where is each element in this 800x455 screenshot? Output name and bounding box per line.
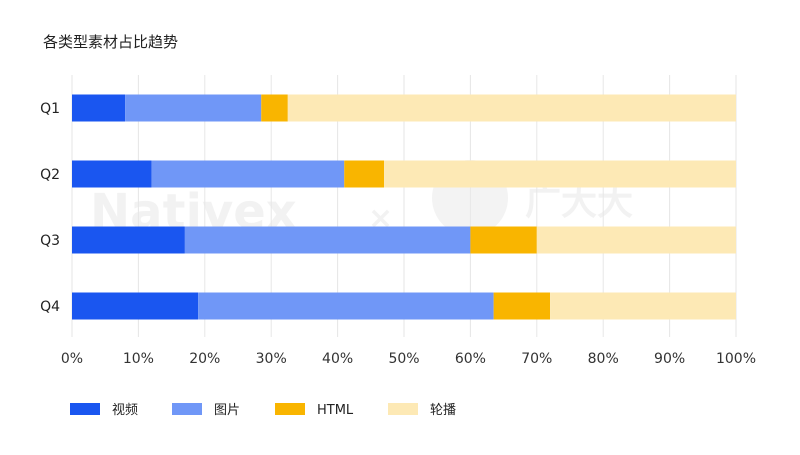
x-tick-labels: 0% 10% 20% 30% 40% 50% 60% 70% 80% 90% 100%: [61, 351, 756, 367]
category-label: Q3: [40, 233, 60, 249]
legend-item: HTML: [275, 403, 354, 418]
x-tick-label: 50%: [388, 351, 419, 367]
x-tick-label: 40%: [322, 351, 353, 367]
legend-item: 视频: [70, 403, 138, 418]
bar-segment: [287, 94, 736, 122]
legend: 视频 图片 HTML 轮播: [70, 403, 456, 418]
bar-segment: [261, 94, 288, 122]
legend-swatch: [275, 403, 305, 415]
legend-swatch: [388, 403, 418, 415]
bar-segment: [344, 160, 385, 188]
bar-segment: [72, 160, 152, 188]
legend-swatch: [70, 403, 100, 415]
bar-segment: [151, 160, 345, 188]
svg-text:广大大: 广大大: [525, 182, 633, 223]
legend-swatch: [172, 403, 202, 415]
x-tick-label: 30%: [256, 351, 287, 367]
legend-label: 轮播: [430, 403, 456, 418]
legend-label: HTML: [317, 403, 354, 418]
bar-segment: [384, 160, 736, 188]
x-tick-label: 90%: [654, 351, 685, 367]
x-tick-label: 80%: [588, 351, 619, 367]
category-label: Q1: [40, 101, 60, 117]
bar-segment: [198, 292, 494, 320]
category-label: Q2: [40, 167, 60, 183]
x-tick-label: 100%: [716, 351, 756, 367]
legend-item: 图片: [172, 403, 240, 418]
bar-segment: [470, 226, 537, 254]
x-tick-label: 20%: [189, 351, 220, 367]
bar-segment: [125, 94, 262, 122]
bar-segment: [550, 292, 736, 320]
legend-label: 图片: [214, 403, 240, 418]
x-tick-label: 70%: [521, 351, 552, 367]
bar-segment: [72, 292, 199, 320]
bar-segment: [493, 292, 551, 320]
bars-group: [72, 94, 736, 320]
x-tick-label: 0%: [61, 351, 83, 367]
bar-segment: [184, 226, 471, 254]
category-labels: Q1 Q2 Q3 Q4: [40, 101, 60, 315]
category-label: Q4: [40, 299, 60, 315]
bar-segment: [536, 226, 736, 254]
legend-label: 视频: [112, 403, 138, 418]
x-tick-label: 60%: [455, 351, 486, 367]
chart-title: 各类型素材占比趋势: [43, 33, 178, 51]
legend-item: 轮播: [388, 403, 456, 418]
x-tick-label: 10%: [123, 351, 154, 367]
bar-segment: [72, 226, 185, 254]
bar-segment: [72, 94, 126, 122]
